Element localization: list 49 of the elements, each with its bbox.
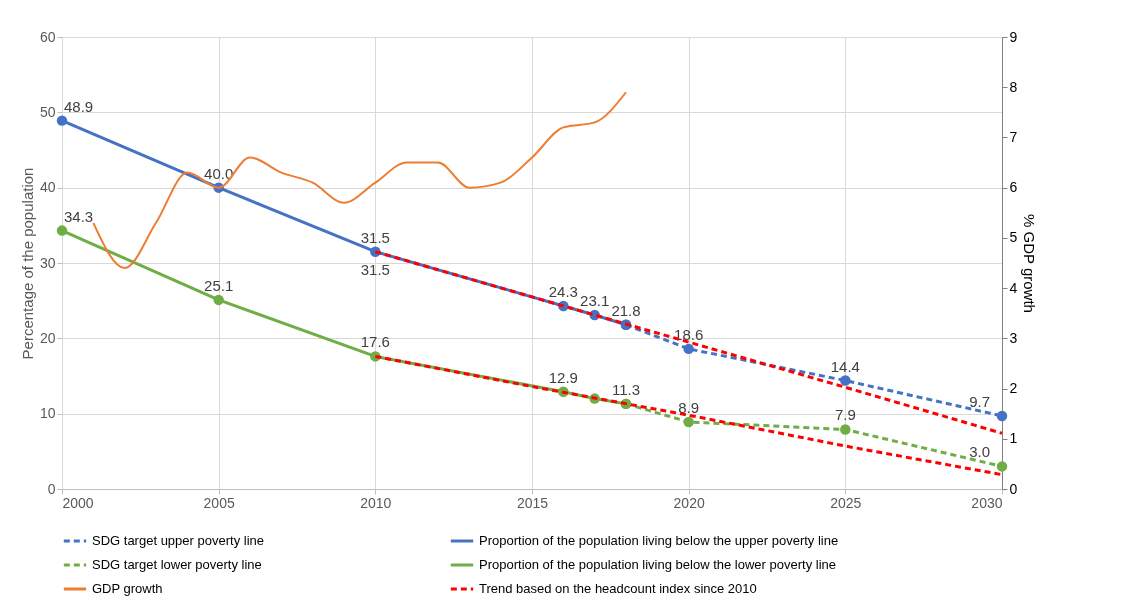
- y-tick-label: 60: [39, 28, 56, 45]
- data-label: 11.3: [611, 380, 641, 398]
- y2-tick-label: 5: [1009, 229, 1018, 246]
- y-axis-title: Percentage of the population: [18, 167, 36, 360]
- x-tick-label: 2020: [673, 494, 705, 511]
- data-label: 24.3: [548, 282, 578, 300]
- legend-label: SDG target upper poverty line: [92, 533, 264, 548]
- data-label: 14.4: [830, 357, 860, 375]
- y-tick-label: 0: [47, 480, 56, 497]
- data-label: 17.6: [360, 333, 390, 351]
- x-tick-label: 2030: [971, 494, 1003, 511]
- data-label: 12.9: [548, 368, 578, 386]
- y2-tick-label: 3: [1009, 329, 1018, 346]
- legend-label: GDP growth: [92, 581, 163, 596]
- data-label: 31.5: [360, 260, 390, 278]
- data-label: 34.3: [64, 207, 94, 225]
- data-label: 31.5: [360, 228, 390, 246]
- data-label: 48.9: [64, 97, 94, 115]
- y2-tick-label: 9: [1009, 28, 1018, 45]
- y2-tick-label: 8: [1009, 78, 1018, 95]
- data-label: 25.1: [204, 276, 234, 294]
- data-label: 8.9: [678, 398, 700, 416]
- x-tick-label: 2025: [830, 494, 862, 511]
- x-tick-label: 2000: [62, 494, 94, 511]
- y-tick-label: 40: [39, 179, 56, 196]
- legend-label: SDG target lower poverty line: [92, 557, 262, 572]
- data-label: 7.9: [834, 406, 856, 424]
- data-label: 23.1: [580, 291, 610, 309]
- legend-label: Proportion of the population living below the upper poverty line: [479, 533, 839, 548]
- legend-label: Proportion of the population living below the lower poverty line: [479, 557, 836, 572]
- y-tick-label: 10: [39, 405, 56, 422]
- y2-tick-label: 0: [1009, 480, 1018, 497]
- x-tick-label: 2010: [360, 494, 392, 511]
- y-tick-label: 50: [39, 103, 56, 120]
- y2-tick-label: 2: [1009, 380, 1018, 397]
- legend-label: Trend based on the headcount index since 2010: [479, 581, 757, 596]
- data-label: 18.6: [674, 325, 704, 343]
- x-tick-label: 2015: [516, 494, 549, 511]
- x-tick-label: 2005: [203, 494, 235, 511]
- y2-tick-label: 7: [1009, 128, 1018, 145]
- y-tick-label: 30: [39, 254, 56, 271]
- y2-tick-label: 1: [1009, 430, 1018, 447]
- y2-tick-label: 4: [1009, 279, 1018, 296]
- y-tick-label: 20: [39, 329, 56, 346]
- data-label: 21.8: [611, 301, 641, 319]
- data-label: 9.7: [969, 392, 990, 410]
- data-label: 3.0: [969, 443, 990, 461]
- y2-tick-label: 6: [1009, 179, 1018, 196]
- y2-axis-title: % GDP growth: [1021, 214, 1039, 313]
